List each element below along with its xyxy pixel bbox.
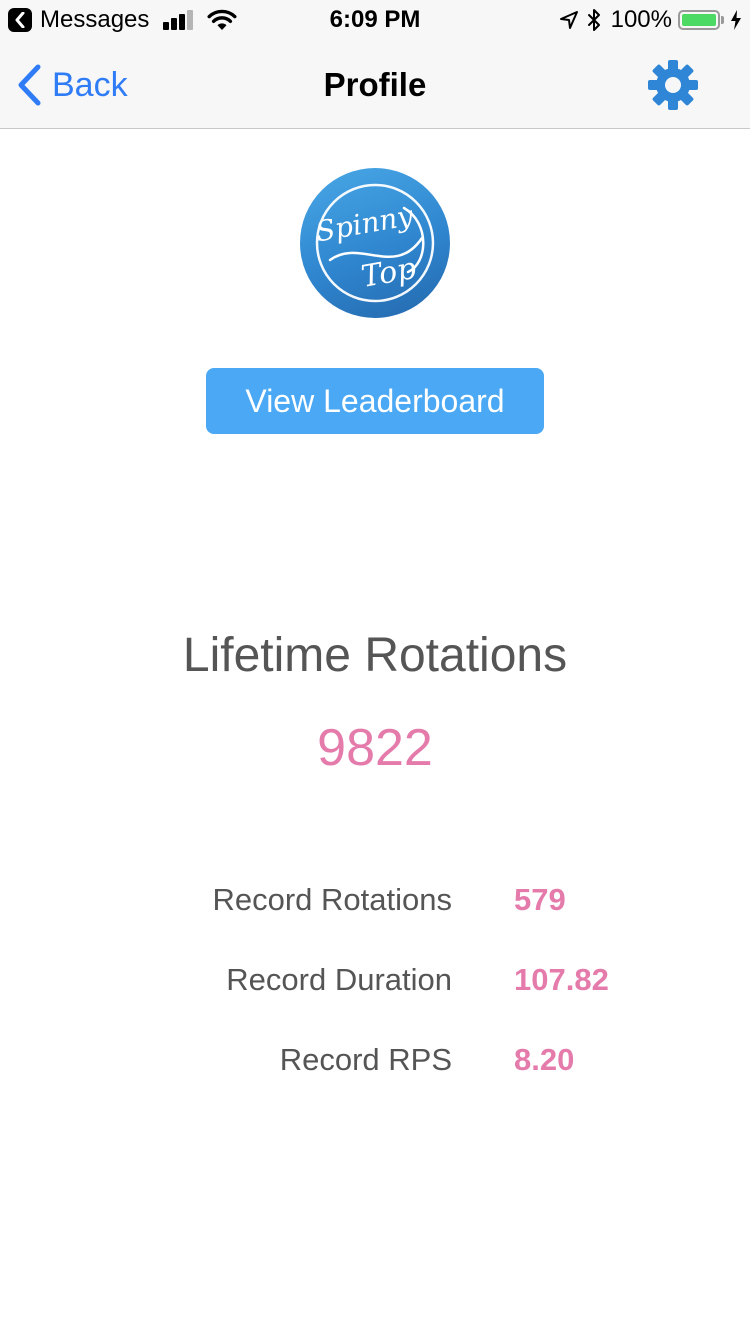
status-bar-right: 100% — [559, 6, 742, 34]
record-duration-label: Record Duration — [226, 962, 452, 997]
spinny-top-logo: Spinny Top — [300, 168, 450, 318]
page-title: Profile — [323, 66, 427, 103]
navigation-bar: Back Profile — [0, 40, 750, 129]
record-rps-row: Record RPS 8.20 — [0, 1038, 750, 1082]
back-button[interactable]: Back — [16, 64, 128, 106]
chevron-left-icon — [18, 64, 41, 106]
record-duration-value: 107.82 — [514, 962, 609, 997]
record-rps-label: Record RPS — [279, 1042, 452, 1077]
status-bar-time: 6:09 PM — [329, 6, 421, 33]
wifi-icon — [207, 9, 237, 30]
record-rotations-row: Record Rotations 579 — [0, 878, 750, 922]
battery-cap — [721, 16, 724, 24]
view-leaderboard-button[interactable]: View Leaderboard — [206, 368, 544, 434]
back-button-label: Back — [52, 66, 128, 104]
battery-icon — [678, 10, 720, 30]
back-to-app-icon — [8, 8, 32, 32]
record-duration-row: Record Duration 107.82 — [0, 958, 750, 1002]
lifetime-rotations-label: Lifetime Rotations — [182, 629, 568, 682]
charging-bolt-icon — [731, 10, 741, 30]
back-to-app-label: Messages — [40, 6, 150, 33]
battery-percent: 100% — [610, 6, 672, 33]
settings-button[interactable] — [646, 58, 700, 112]
record-rotations-value: 579 — [514, 882, 566, 917]
location-arrow-icon — [559, 11, 578, 29]
status-bar: Messages 6:09 PM 100% — [0, 0, 750, 40]
logo-artwork: Spinny Top — [313, 183, 435, 303]
bluetooth-icon — [587, 9, 600, 31]
lifetime-rotations-value: 9822 — [317, 719, 433, 777]
status-bar-back-to-app[interactable]: Messages — [8, 6, 237, 34]
record-rps-value: 8.20 — [514, 1042, 575, 1077]
gear-icon — [648, 60, 698, 110]
cellular-signal-icon — [163, 10, 195, 30]
record-rotations-label: Record Rotations — [212, 882, 452, 917]
battery-level-fill — [682, 14, 716, 26]
